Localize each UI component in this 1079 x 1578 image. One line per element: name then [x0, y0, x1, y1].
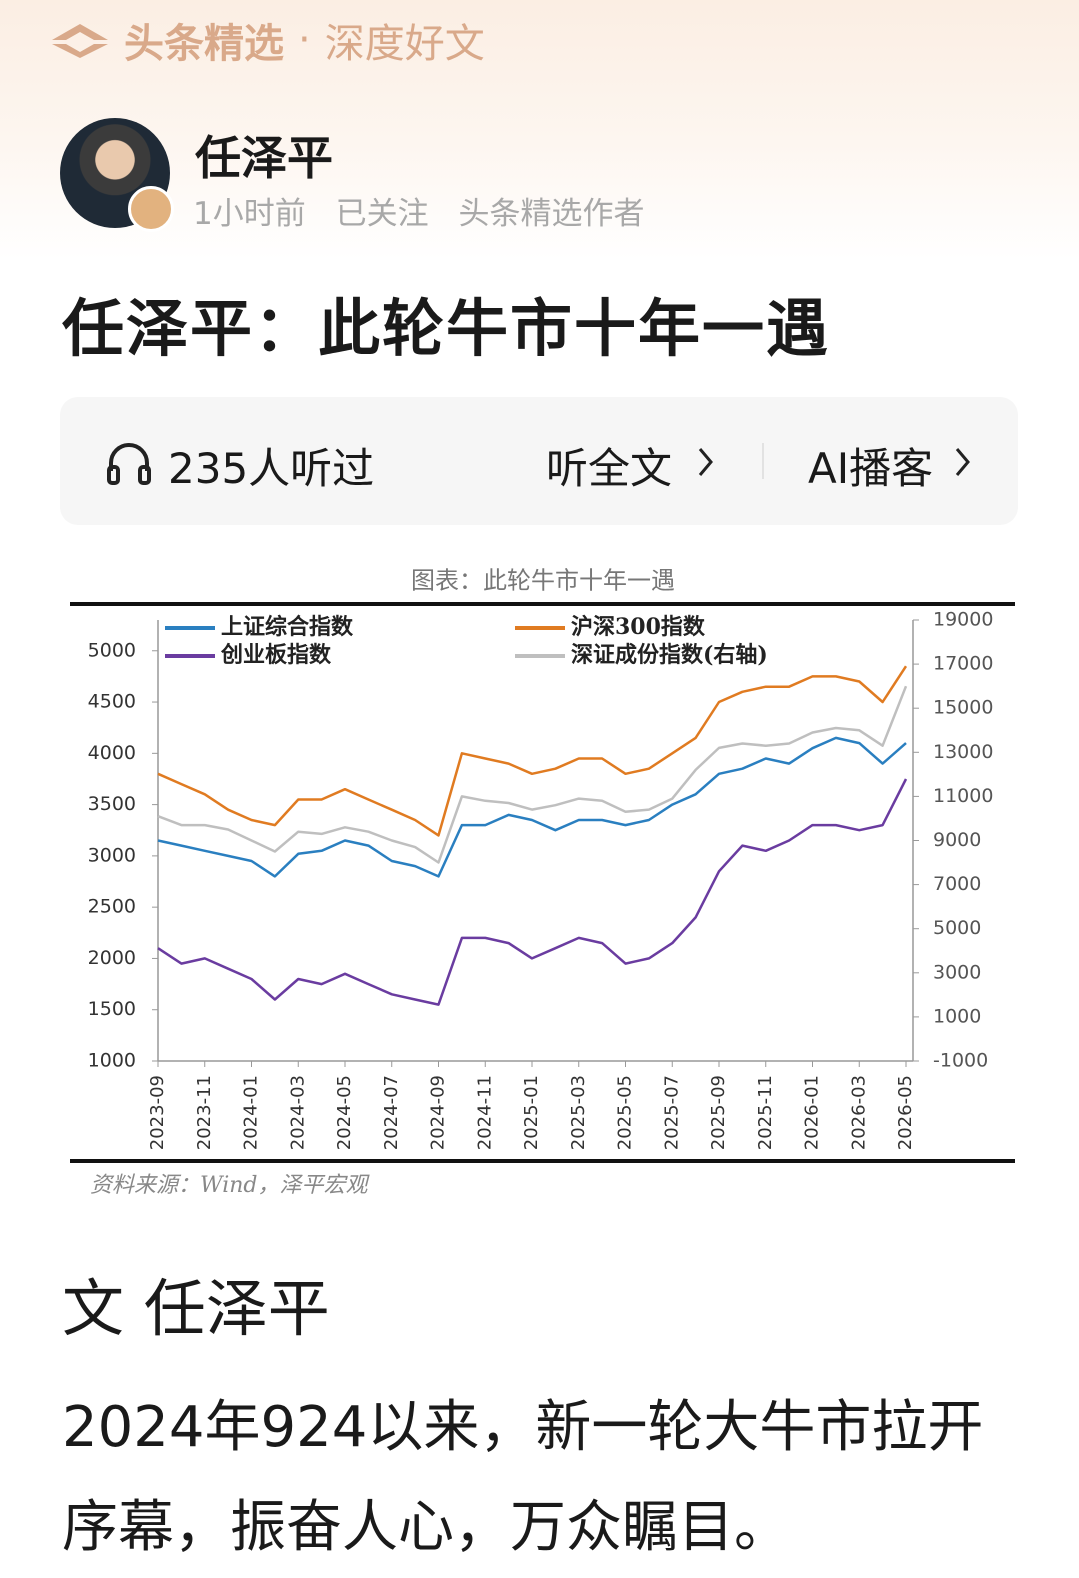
y-tick-label: 3500: [88, 793, 136, 815]
legend-label: 上证综合指数: [221, 614, 354, 640]
chart-title: 图表：此轮牛市十年一遇: [411, 567, 675, 595]
brand-separator: ·: [298, 17, 311, 63]
header-background: [0, 0, 1079, 260]
y-tick-label: 1500: [88, 998, 136, 1020]
y2-tick-label: 19000: [933, 609, 993, 631]
x-tick-label: 2025-05: [615, 1075, 636, 1150]
follow-status[interactable]: 已关注: [335, 196, 429, 232]
legend-label: 深证成份指数(右轴): [571, 642, 768, 668]
headphone-icon: [107, 443, 151, 485]
y2-tick-label: 3000: [933, 961, 981, 983]
series-line: [157, 778, 908, 1006]
ai-podcast-button[interactable]: AI播客: [808, 444, 934, 493]
series-line: [157, 736, 907, 878]
audio-bar: 235人听过 听全文 AI播客: [60, 397, 1018, 525]
author-role: 头条精选作者: [458, 196, 645, 232]
article-body: 2024年924以来，新一轮大牛市拉开序幕，振奋人心，万众瞩目。: [62, 1395, 984, 1560]
y2-tick-label: 15000: [933, 697, 993, 719]
y2-tick-label: 7000: [933, 873, 981, 895]
y-tick-label: 5000: [88, 639, 136, 661]
chevron-icon: [955, 448, 970, 476]
x-tick-label: 2024-03: [287, 1075, 308, 1150]
x-tick-label: 2024-05: [334, 1075, 355, 1150]
chart-source: 资料来源：Wind，泽平宏观: [90, 1173, 371, 1198]
x-tick-label: 2024-07: [381, 1075, 402, 1150]
chevron-icon: [698, 448, 713, 476]
y2-tick-label: 1000: [933, 1005, 981, 1027]
legend-label: 创业板指数: [220, 642, 332, 668]
y-tick-label: 3000: [88, 844, 136, 866]
author-badge: [128, 186, 174, 232]
series-line: [157, 685, 908, 864]
y2-tick-label: 13000: [933, 741, 993, 763]
y2-tick-label: 17000: [933, 653, 993, 675]
x-tick-label: 2024-11: [474, 1075, 495, 1150]
listen-full-button[interactable]: 听全文: [546, 444, 673, 493]
article-title: 任泽平：此轮牛市十年一遇: [62, 292, 831, 365]
y-tick-label: 2500: [88, 896, 136, 918]
y-tick-label: 4000: [88, 742, 136, 764]
brand-name: 头条精选: [124, 21, 284, 67]
brand-logo: [52, 24, 108, 58]
x-tick-label: 2025-09: [708, 1075, 729, 1150]
y2-tick-label: 5000: [933, 917, 981, 939]
chart: 图表：此轮牛市十年一遇 资料来源：Wind，泽平宏观 1000 1500 2000 2…: [70, 567, 1015, 1198]
x-tick-label: 2024-01: [241, 1075, 262, 1150]
author-meta: 1小时前 已关注 头条精选作者: [193, 188, 664, 233]
post-time: 1小时前: [193, 196, 306, 232]
x-tick-label: 2025-01: [521, 1075, 542, 1150]
x-tick-label: 2025-11: [755, 1075, 776, 1150]
y2-tick-label: 9000: [933, 829, 981, 851]
byline: 文 任泽平: [62, 1272, 330, 1345]
y-tick-label: 1000: [88, 1050, 136, 1072]
x-tick-label: 2025-03: [568, 1075, 589, 1150]
y-tick-label: 2000: [88, 947, 136, 969]
y2-tick-label: 11000: [933, 785, 993, 807]
listener-count: 235人听过: [168, 444, 375, 493]
x-tick-label: 2023-11: [194, 1075, 215, 1150]
legend-label: 沪深300指数: [571, 614, 706, 640]
x-tick-label: 2026-03: [848, 1075, 869, 1150]
x-tick-label: 2023-09: [147, 1075, 168, 1150]
brand-slogan: 深度好文: [324, 21, 485, 67]
divider: [762, 443, 764, 479]
x-tick-label: 2026-01: [802, 1075, 823, 1150]
y-tick-label: 4500: [88, 691, 136, 713]
brand-bar: 头条精选 · 深度好文: [48, 10, 485, 70]
x-tick-label: 2026-05: [895, 1075, 916, 1150]
y2-tick-label: -1000: [933, 1050, 988, 1072]
x-tick-label: 2024-09: [428, 1075, 449, 1150]
x-tick-label: 2025-07: [661, 1075, 682, 1150]
author-name[interactable]: 任泽平: [195, 131, 333, 185]
series-line: [157, 665, 908, 837]
